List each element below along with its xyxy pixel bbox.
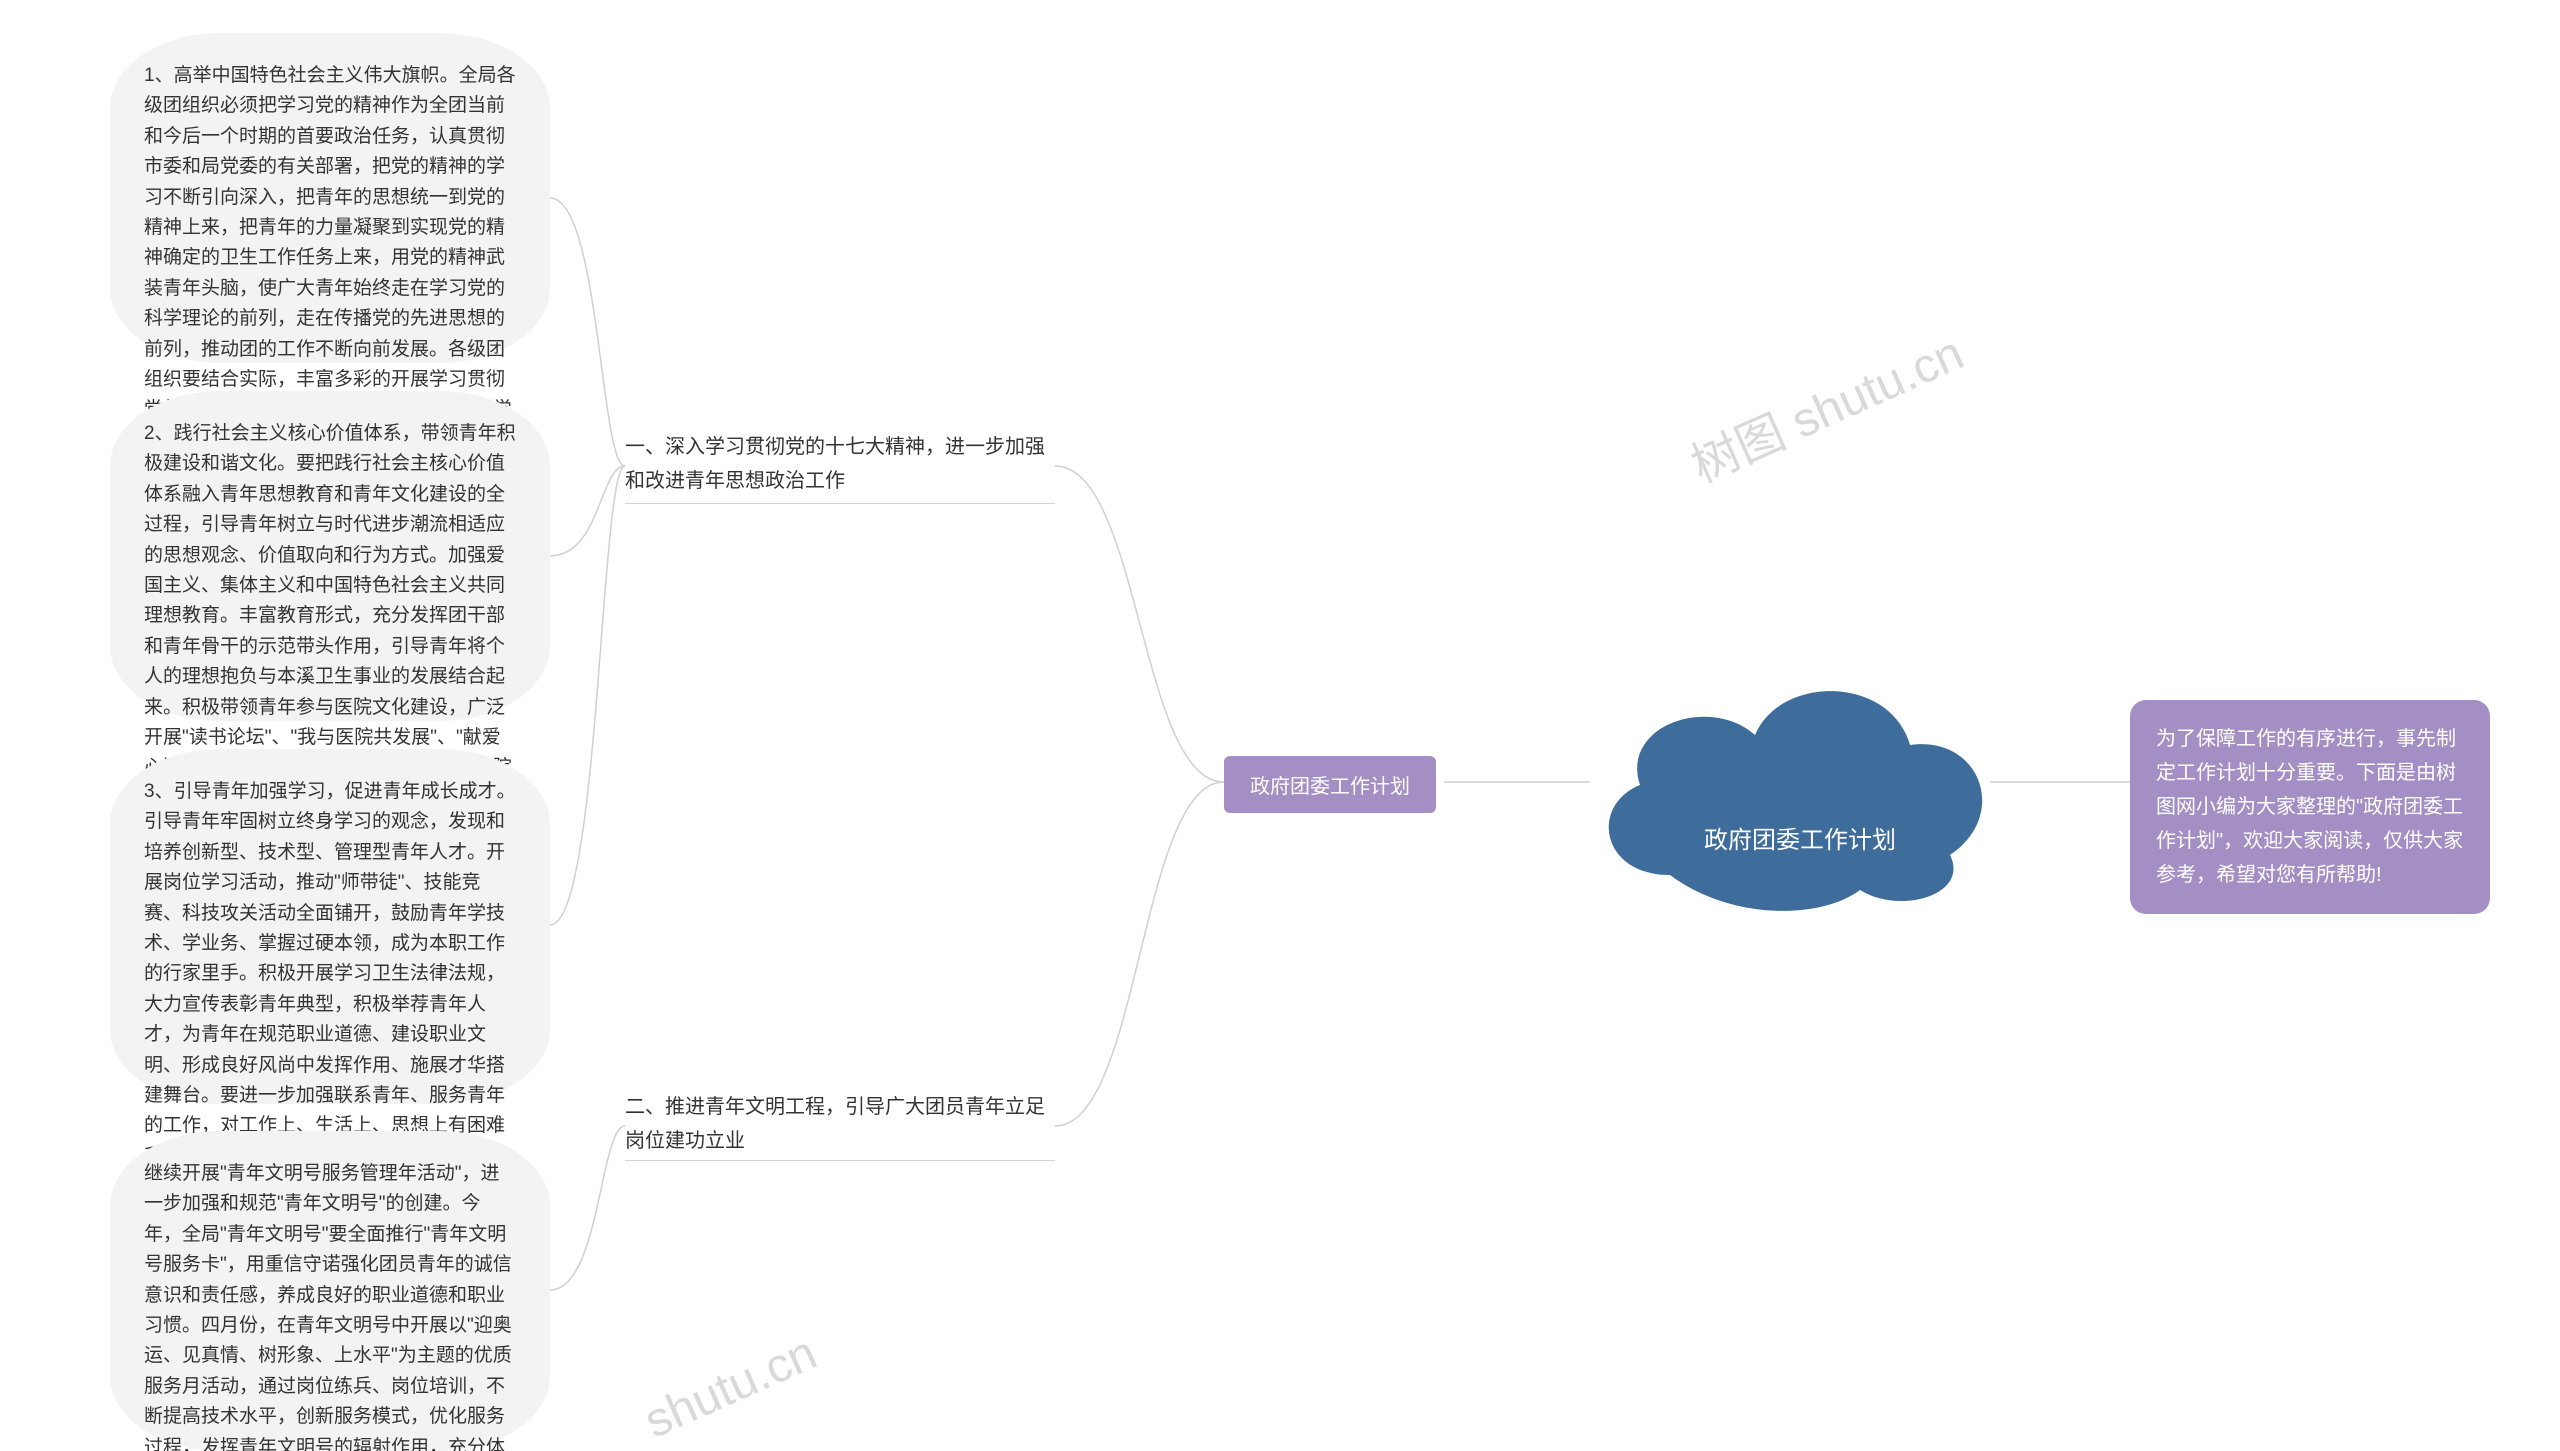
subtitle-text: 政府团委工作计划 [1250, 776, 1410, 798]
mindmap-canvas: shutu.cn 树图 shutu.cn shutu.cn 1、高举中国特色社会… [0, 0, 2560, 1451]
connector-path [550, 198, 625, 466]
connector-path [1055, 782, 1224, 1126]
mid-text: 一、深入学习贯彻党的十七大精神，进一步加强和改进青年思想政治工作 [625, 436, 1045, 492]
mid-node[interactable]: 二、推进青年文明工程，引导广大团员青年立足岗位建功立业 [625, 1090, 1055, 1158]
connector-path [1055, 466, 1224, 782]
watermark: 树图 shutu.cn [1678, 314, 1972, 496]
root-title: 政府团委工作计划 [1690, 820, 1910, 855]
mid-underline [625, 1160, 1055, 1161]
root-cloud[interactable] [1570, 655, 2010, 915]
mid-text: 二、推进青年文明工程，引导广大团员青年立足岗位建功立业 [625, 1096, 1045, 1152]
intro-node[interactable]: 为了保障工作的有序进行，事先制定工作计划十分重要。下面是由树图网小编为大家整理的… [2130, 700, 2490, 914]
leaf-node[interactable]: 2、践行社会主义核心价值体系，带领青年积极建设和谐文化。要把践行社会主核心价值体… [110, 391, 550, 721]
connector-path [550, 1126, 625, 1290]
cloud-shape [1570, 655, 2010, 915]
leaf-node[interactable]: 继续开展"青年文明号服务管理年活动"，进一步加强和规范"青年文明号"的创建。今年… [110, 1131, 550, 1451]
leaf-text: 继续开展"青年文明号服务管理年活动"，进一步加强和规范"青年文明号"的创建。今年… [144, 1163, 512, 1451]
mid-node[interactable]: 一、深入学习贯彻党的十七大精神，进一步加强和改进青年思想政治工作 [625, 430, 1055, 498]
watermark: shutu.cn [637, 1325, 825, 1449]
subtitle-node[interactable]: 政府团委工作计划 [1224, 756, 1436, 813]
connector-path [550, 466, 625, 925]
mid-underline [625, 503, 1055, 504]
leaf-node[interactable]: 1、高举中国特色社会主义伟大旗帜。全局各级团组织必须把学习党的精神作为全团当前和… [110, 33, 550, 363]
intro-text: 为了保障工作的有序进行，事先制定工作计划十分重要。下面是由树图网小编为大家整理的… [2156, 728, 2463, 886]
leaf-node[interactable]: 3、引导青年加强学习，促进青年成长成才。引导青年牢固树立终身学习的观念，发现和培… [110, 749, 550, 1104]
connector-path [550, 466, 625, 556]
